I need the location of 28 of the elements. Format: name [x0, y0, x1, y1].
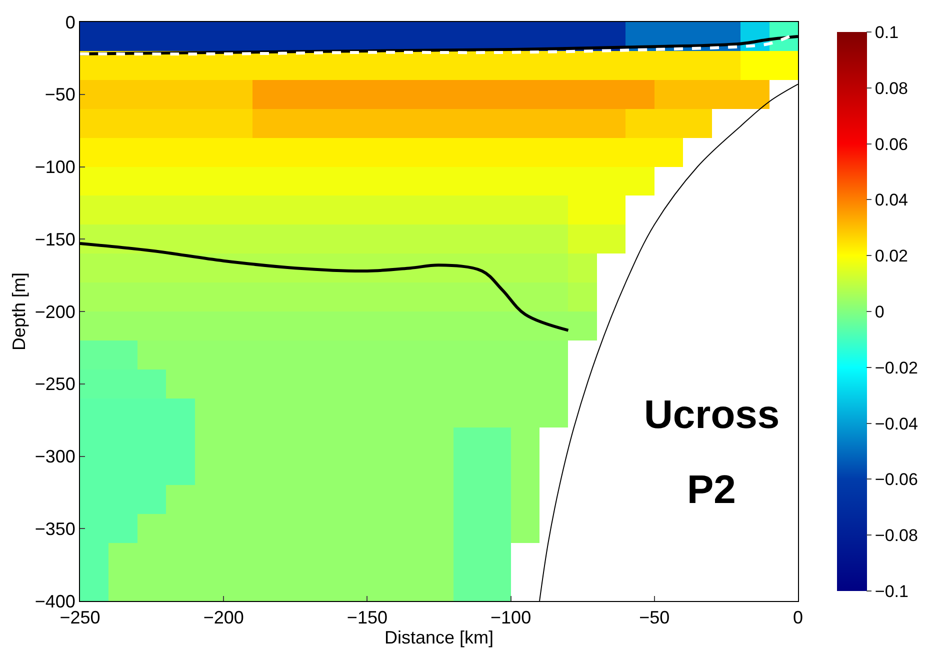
y-tick-label: −250 — [34, 374, 76, 394]
y-tick-label: 0 — [65, 12, 76, 32]
y-tick-label: −350 — [34, 518, 76, 539]
y-tick-label: −300 — [34, 446, 76, 467]
color-bar-label: 0.02 — [874, 246, 908, 266]
color-bar-label: −0.04 — [874, 414, 918, 434]
color-bar-label: −0.08 — [874, 526, 918, 546]
color-bar-label: −0.1 — [874, 582, 908, 601]
color-bar-label: −0.06 — [874, 470, 918, 490]
x-tick-label: −200 — [203, 608, 244, 628]
x-tick-label: −150 — [346, 608, 388, 628]
y-tick-label: −100 — [34, 157, 76, 178]
color-bar-label: 0.06 — [874, 134, 908, 154]
color-bar-label: 0.1 — [874, 22, 899, 42]
x-tick-label: −50 — [639, 608, 670, 628]
color-bar-label: 0.08 — [874, 78, 908, 98]
y-tick-label: −150 — [34, 229, 76, 250]
x-axis-title: Distance [km] — [384, 628, 494, 648]
y-tick-label: −50 — [44, 84, 76, 105]
y-tick-label: −200 — [34, 302, 76, 322]
annotation: P2 — [687, 468, 736, 512]
annotation: Ucross — [644, 393, 780, 437]
x-tick-label: 0 — [792, 608, 804, 628]
color-bar-label: 0 — [874, 302, 884, 322]
color-bar-label: 0.04 — [874, 190, 908, 210]
x-tick-label: −100 — [490, 608, 532, 628]
y-axis-title: Depth [m] — [9, 272, 30, 351]
color-bar-label: −0.02 — [874, 358, 918, 378]
